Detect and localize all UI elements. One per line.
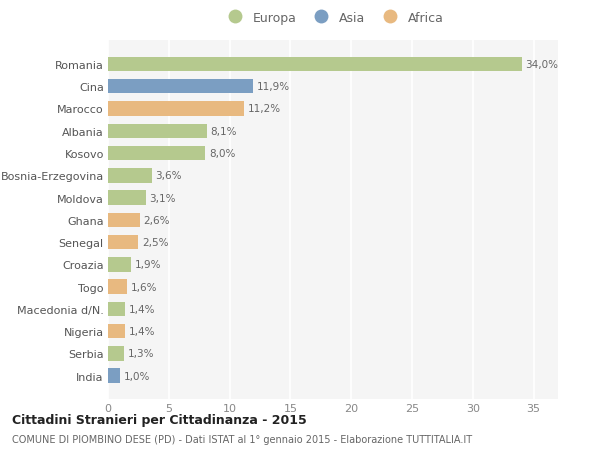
Bar: [108, 102, 244, 117]
Bar: [108, 80, 253, 94]
Bar: [108, 369, 120, 383]
Bar: [108, 257, 131, 272]
Text: COMUNE DI PIOMBINO DESE (PD) - Dati ISTAT al 1° gennaio 2015 - Elaborazione TUTT: COMUNE DI PIOMBINO DESE (PD) - Dati ISTA…: [12, 434, 472, 444]
Bar: [108, 57, 521, 72]
Text: 2,6%: 2,6%: [143, 215, 170, 225]
Bar: [108, 280, 127, 294]
Text: 3,6%: 3,6%: [155, 171, 182, 181]
Text: 3,1%: 3,1%: [149, 193, 176, 203]
Text: 8,0%: 8,0%: [209, 149, 235, 159]
Text: 8,1%: 8,1%: [210, 127, 236, 136]
Legend: Europa, Asia, Africa: Europa, Asia, Africa: [223, 12, 443, 25]
Text: 1,9%: 1,9%: [135, 260, 161, 270]
Text: 1,0%: 1,0%: [124, 371, 150, 381]
Bar: [108, 124, 206, 139]
Bar: [108, 146, 205, 161]
Text: Cittadini Stranieri per Cittadinanza - 2015: Cittadini Stranieri per Cittadinanza - 2…: [12, 413, 307, 426]
Bar: [108, 191, 146, 205]
Bar: [108, 302, 125, 316]
Bar: [108, 324, 125, 339]
Text: 1,3%: 1,3%: [127, 349, 154, 358]
Bar: [108, 235, 139, 250]
Text: 2,5%: 2,5%: [142, 238, 169, 247]
Bar: [108, 347, 124, 361]
Text: 11,9%: 11,9%: [256, 82, 290, 92]
Bar: [108, 168, 152, 183]
Text: 1,4%: 1,4%: [128, 304, 155, 314]
Text: 11,2%: 11,2%: [248, 104, 281, 114]
Bar: [108, 213, 140, 228]
Text: 1,4%: 1,4%: [128, 326, 155, 336]
Text: 34,0%: 34,0%: [525, 60, 558, 70]
Text: 1,6%: 1,6%: [131, 282, 158, 292]
